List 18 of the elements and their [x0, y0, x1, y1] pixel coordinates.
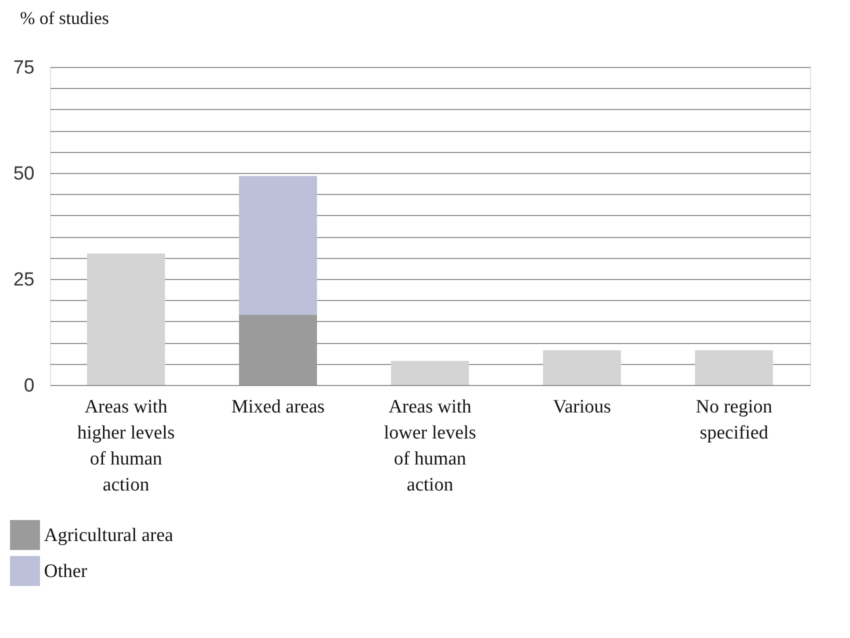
y-tick-label: 75 [13, 58, 34, 78]
bar [695, 350, 773, 385]
x-tick-label: Areas with higher levels of human action [77, 396, 175, 496]
y-tick-label: 25 [13, 270, 34, 290]
legend-label: Other [44, 561, 88, 582]
bar [239, 314, 317, 385]
bar [391, 360, 469, 385]
x-tick-label: Areas with lower levels of human action [384, 396, 476, 496]
bar [87, 254, 165, 385]
legend-label: Agricultural area [44, 525, 174, 546]
x-tick-label: Various [552, 396, 612, 418]
x-tick-label: Mixed areas [231, 396, 325, 418]
y-axis-title: % of studies [20, 8, 109, 28]
y-tick-label: 50 [13, 164, 34, 184]
y-tick-label: 0 [24, 376, 34, 396]
bar [543, 350, 621, 385]
bar [239, 176, 317, 315]
x-tick-label: No region specified [696, 396, 773, 444]
